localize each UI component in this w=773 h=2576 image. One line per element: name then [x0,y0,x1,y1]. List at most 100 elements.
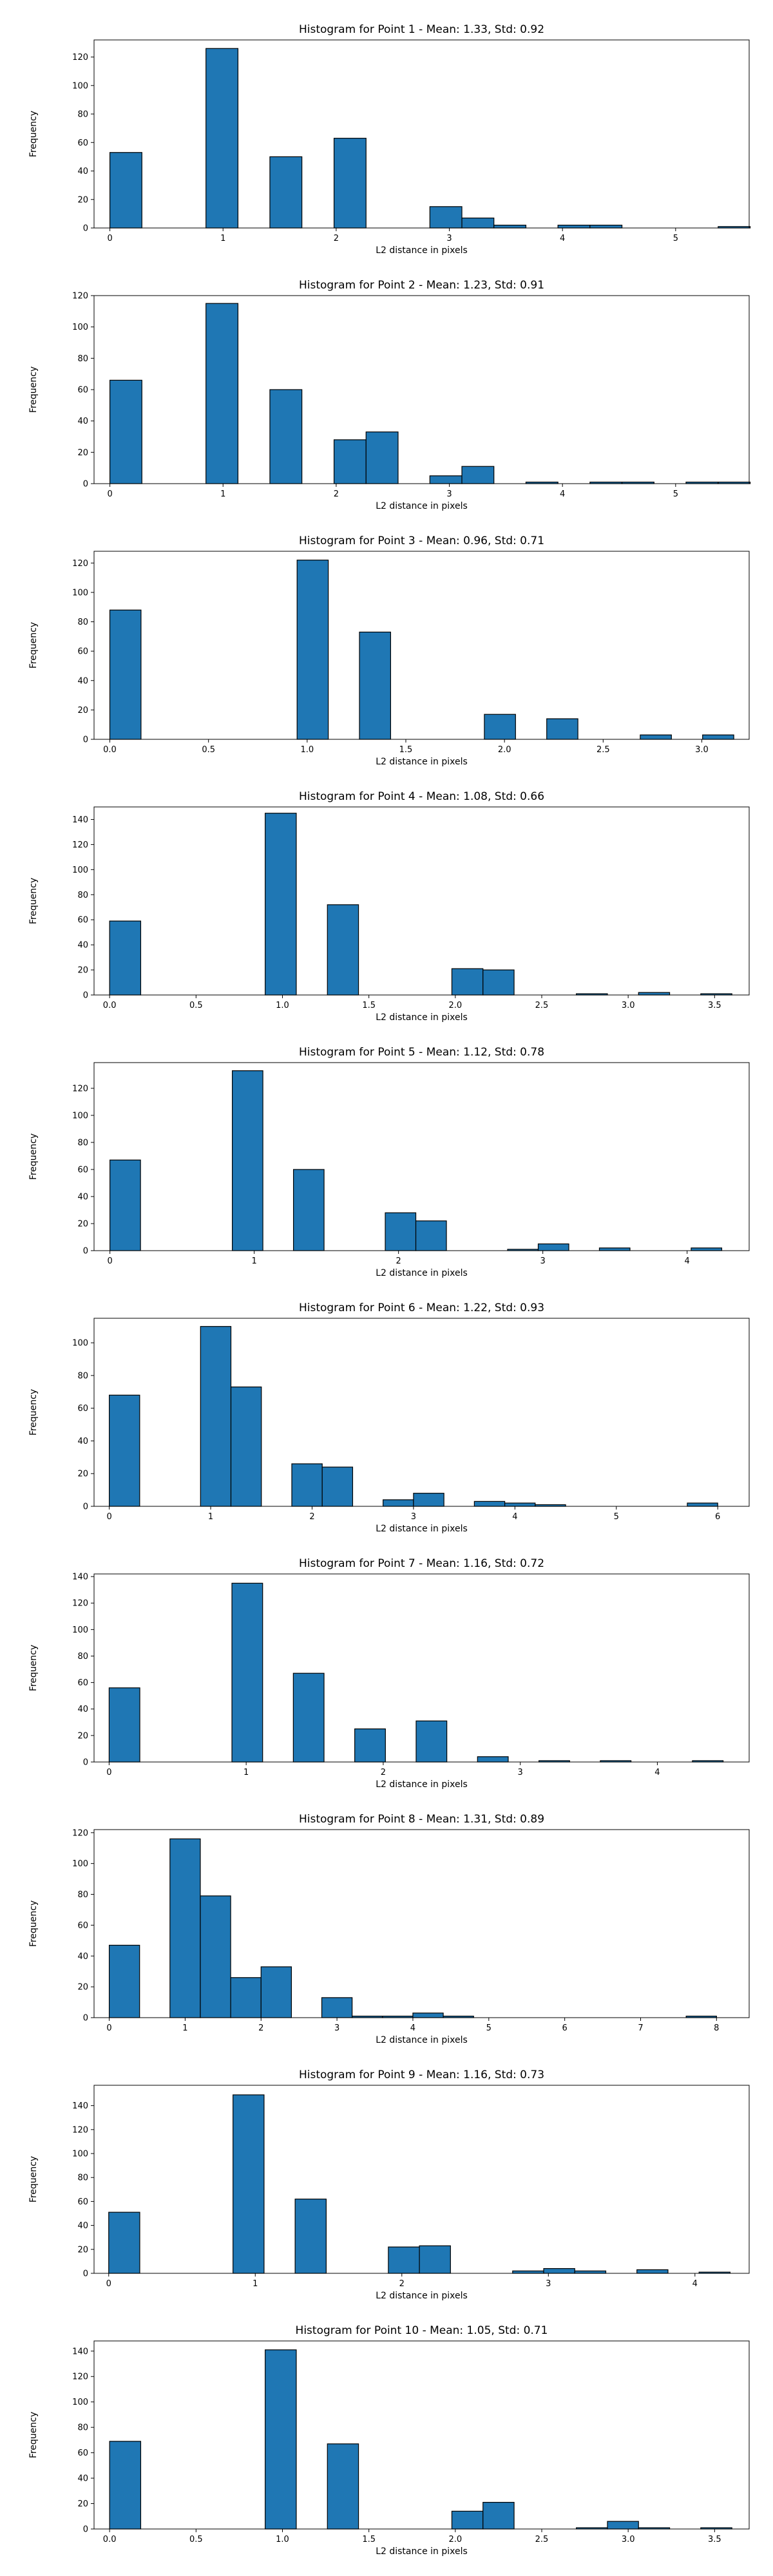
x-tick-label: 2 [258,2023,263,2033]
x-tick-label: 8 [714,2023,719,2033]
y-tick-label: 0 [83,2525,88,2535]
x-axis-label: L2 distance in pixels [376,1268,468,1278]
histogram-bar [461,466,495,484]
histogram-panel-9: Histogram for Point 9 - Mean: 1.16, Std:… [28,2069,750,2301]
x-tick-label: 4 [560,234,565,243]
y-tick-label: 60 [77,2448,88,2458]
histogram-bar [109,609,142,740]
y-tick-label: 20 [77,2245,88,2255]
x-tick-label: 0 [106,1768,111,1777]
histogram-bar [512,2270,544,2274]
chart-title: Histogram for Point 3 - Mean: 0.96, Std:… [299,535,544,547]
y-tick-label: 80 [77,2174,88,2183]
histogram-bar [205,303,239,484]
y-tick-label: 40 [77,1705,88,1714]
y-tick-label: 60 [77,386,88,395]
x-tick-label: 0.0 [103,1001,117,1010]
x-tick-label: 3 [446,234,452,243]
histogram-panel-3: Histogram for Point 3 - Mean: 0.96, Std:… [28,535,750,767]
y-tick-label: 100 [72,1625,88,1635]
plot-frame [93,295,750,484]
y-tick-label: 60 [77,647,88,657]
y-tick-label: 60 [77,1921,88,1931]
chart-title: Histogram for Point 6 - Mean: 1.22, Std:… [299,1302,544,1314]
plot-frame [93,1062,750,1251]
histogram-bar [292,1672,325,1763]
histogram-bar [451,968,484,996]
y-tick-label: 120 [72,1599,88,1609]
y-axis-label: Frequency [28,878,39,924]
histogram-bar [638,992,671,996]
histogram-panel-10: Histogram for Point 10 - Mean: 1.05, Std… [28,2324,750,2557]
histogram-bar [108,1687,140,1763]
histogram-bar [327,2443,359,2530]
x-tick-label: 1.5 [362,2535,376,2544]
x-tick-label: 5 [486,2023,491,2033]
histogram-panel-1: Histogram for Point 1 - Mean: 1.33, Std:… [28,23,751,256]
x-axis-label: L2 distance in pixels [376,2546,468,2557]
histogram-bar [205,48,239,229]
histogram-bar [365,431,399,484]
y-tick-label: 100 [72,2398,88,2407]
histogram-panel-2: Histogram for Point 2 - Mean: 1.23, Std:… [28,279,751,511]
x-tick-label: 7 [638,2023,643,2033]
histogram-bar [265,2349,297,2530]
x-tick-label: 1.5 [362,1001,376,1010]
x-tick-label: 3 [411,1512,416,1522]
x-tick-label: 4 [654,1768,660,1777]
histogram-bar [292,1169,325,1251]
y-tick-label: 80 [77,891,88,900]
x-tick-label: 2.0 [448,2535,462,2544]
plot-frame [93,806,750,996]
y-tick-label: 40 [77,167,88,176]
histogram-bar [429,475,463,484]
x-tick-label: 0 [106,1512,111,1522]
y-tick-label: 0 [83,480,88,489]
histogram-bar [691,1247,723,1251]
histogram-bar [574,2270,607,2274]
histogram-bar [388,2246,420,2274]
chart-title: Histogram for Point 9 - Mean: 1.16, Std:… [299,2069,544,2081]
chart-title: Histogram for Point 2 - Mean: 1.23, Std:… [299,279,544,292]
histogram-bar [231,1582,263,1763]
y-tick-label: 0 [83,2269,88,2279]
y-tick-label: 20 [77,966,88,976]
histogram-bar [109,152,142,229]
y-tick-label: 40 [77,941,88,951]
x-axis-label: L2 distance in pixels [376,2291,468,2301]
y-tick-label: 80 [77,2423,88,2433]
x-tick-label: 5 [673,234,678,243]
histogram-bar [636,2269,669,2274]
histogram-bar [484,714,516,740]
chart-title: Histogram for Point 4 - Mean: 1.08, Std:… [299,790,544,803]
histogram-bar [493,224,527,229]
x-axis-label: L2 distance in pixels [376,501,468,511]
x-tick-label: 1 [220,234,225,243]
histogram-bar [291,1463,323,1507]
plot-frame [93,39,750,229]
x-axis-label: L2 distance in pixels [376,245,468,256]
histogram-bar [477,1756,509,1763]
plot-frame [93,2085,750,2274]
y-tick-label: 0 [83,991,88,1001]
x-tick-label: 0 [106,2023,111,2033]
y-tick-label: 40 [77,1952,88,1962]
histogram-panel-6: Histogram for Point 6 - Mean: 1.22, Std:… [28,1302,750,1534]
histogram-bar [640,734,672,740]
y-axis-label: Frequency [28,366,39,413]
chart-title: Histogram for Point 7 - Mean: 1.16, Std:… [299,1557,544,1570]
x-tick-label: 3.0 [622,1001,635,1010]
x-tick-label: 0 [107,489,112,499]
y-tick-label: 80 [77,1652,88,1662]
histogram-bar [473,1501,506,1507]
y-tick-label: 0 [83,1758,88,1768]
histogram-bar [543,2268,575,2274]
y-tick-label: 100 [72,866,88,875]
y-tick-label: 100 [72,323,88,332]
histogram-panel-4: Histogram for Point 4 - Mean: 1.08, Std:… [28,790,750,1023]
y-tick-label: 80 [77,354,88,364]
histogram-bar [108,1944,140,2018]
x-tick-label: 2 [334,234,339,243]
x-tick-label: 2 [309,1512,314,1522]
